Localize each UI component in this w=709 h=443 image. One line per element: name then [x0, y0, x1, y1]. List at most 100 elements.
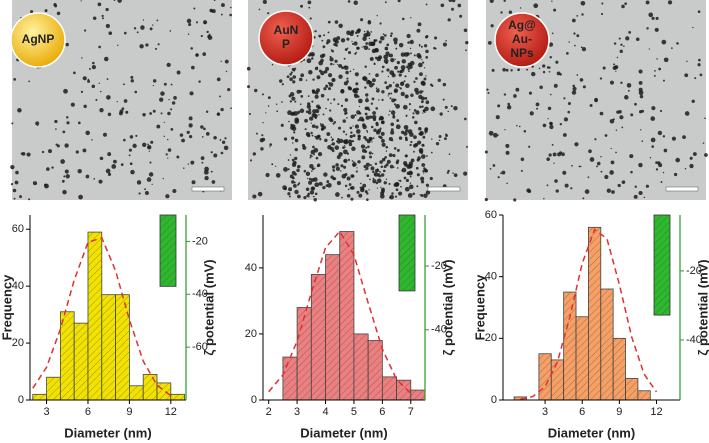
- particle: [594, 98, 598, 103]
- particle: [648, 12, 654, 18]
- particle: [638, 69, 643, 74]
- particle: [292, 183, 297, 188]
- particle: [381, 65, 385, 69]
- particle: [552, 152, 557, 157]
- particle: [288, 120, 290, 123]
- particle: [609, 80, 614, 85]
- particle: [602, 66, 606, 70]
- particle: [490, 24, 494, 28]
- particle: [536, 107, 539, 110]
- particle: [316, 165, 320, 168]
- particle: [410, 158, 415, 163]
- particle: [357, 134, 361, 138]
- particle: [341, 173, 347, 179]
- particle: [360, 144, 366, 149]
- particle: [615, 151, 617, 154]
- particle: [392, 153, 396, 158]
- particle: [332, 168, 335, 171]
- particle: [419, 105, 422, 109]
- particle: [102, 132, 107, 137]
- particle: [639, 94, 644, 99]
- particle: [365, 93, 369, 97]
- particle: [168, 98, 170, 101]
- particle: [107, 112, 112, 117]
- particle: [329, 57, 334, 62]
- particle: [425, 49, 429, 54]
- particle: [149, 27, 153, 31]
- particle: [440, 3, 445, 8]
- particle: [380, 165, 384, 168]
- particle: [350, 197, 354, 201]
- particle: [30, 10, 34, 14]
- particle: [429, 83, 433, 86]
- particle: [315, 156, 319, 160]
- particle: [305, 187, 310, 192]
- particle: [54, 119, 58, 124]
- particle: [386, 159, 391, 164]
- particle: [638, 80, 643, 85]
- particle: [363, 30, 366, 33]
- particle: [426, 155, 428, 157]
- particle: [305, 171, 311, 177]
- particle: [516, 124, 518, 127]
- particle: [294, 189, 299, 195]
- particle: [167, 111, 171, 116]
- particle: [307, 192, 310, 196]
- particle: [658, 163, 663, 168]
- particle: [505, 68, 509, 72]
- particle: [413, 143, 417, 148]
- fit-curve: [520, 228, 658, 401]
- y2-axis-label: ζ potential (mV): [440, 259, 455, 355]
- particle: [421, 59, 423, 61]
- particle: [594, 138, 597, 141]
- particle: [406, 164, 412, 169]
- particle: [163, 121, 165, 123]
- particle: [399, 87, 402, 90]
- particle: [405, 115, 408, 117]
- particle: [528, 91, 533, 95]
- particle: [204, 166, 209, 172]
- particle: [389, 53, 393, 58]
- particle: [275, 173, 281, 178]
- particle: [163, 135, 165, 138]
- particle: [405, 94, 408, 97]
- particle: [337, 138, 340, 141]
- particle: [323, 70, 328, 74]
- particle: [132, 143, 137, 149]
- particle: [643, 196, 646, 199]
- particle: [371, 78, 376, 83]
- particle: [699, 73, 703, 77]
- particle: [559, 122, 563, 126]
- particle: [267, 96, 271, 100]
- particle: [384, 1, 387, 4]
- particle: [325, 107, 327, 110]
- particle: [361, 155, 366, 160]
- particle: [347, 158, 351, 161]
- particle: [190, 160, 195, 165]
- particle: [422, 112, 424, 114]
- bar-hatch: [160, 215, 176, 287]
- particle: [503, 0, 506, 2]
- particle: [61, 179, 65, 183]
- x-tick-label: 6: [379, 406, 385, 418]
- particle: [83, 29, 87, 32]
- particle: [386, 68, 390, 72]
- bar-hatch: [60, 311, 75, 400]
- particle: [338, 63, 343, 68]
- bar-hatch: [87, 232, 102, 400]
- particle: [547, 118, 549, 120]
- particle: [288, 195, 291, 198]
- bar-hatch: [382, 376, 397, 400]
- particle: [371, 141, 373, 143]
- particle: [309, 190, 315, 195]
- particle: [618, 37, 621, 40]
- particle: [366, 106, 370, 110]
- particle: [121, 107, 125, 111]
- particle: [686, 60, 688, 63]
- particle: [409, 108, 411, 111]
- particle: [397, 0, 401, 3]
- particle: [99, 107, 104, 113]
- bar-hatch: [297, 307, 312, 400]
- particle: [658, 67, 662, 71]
- particle: [338, 126, 342, 130]
